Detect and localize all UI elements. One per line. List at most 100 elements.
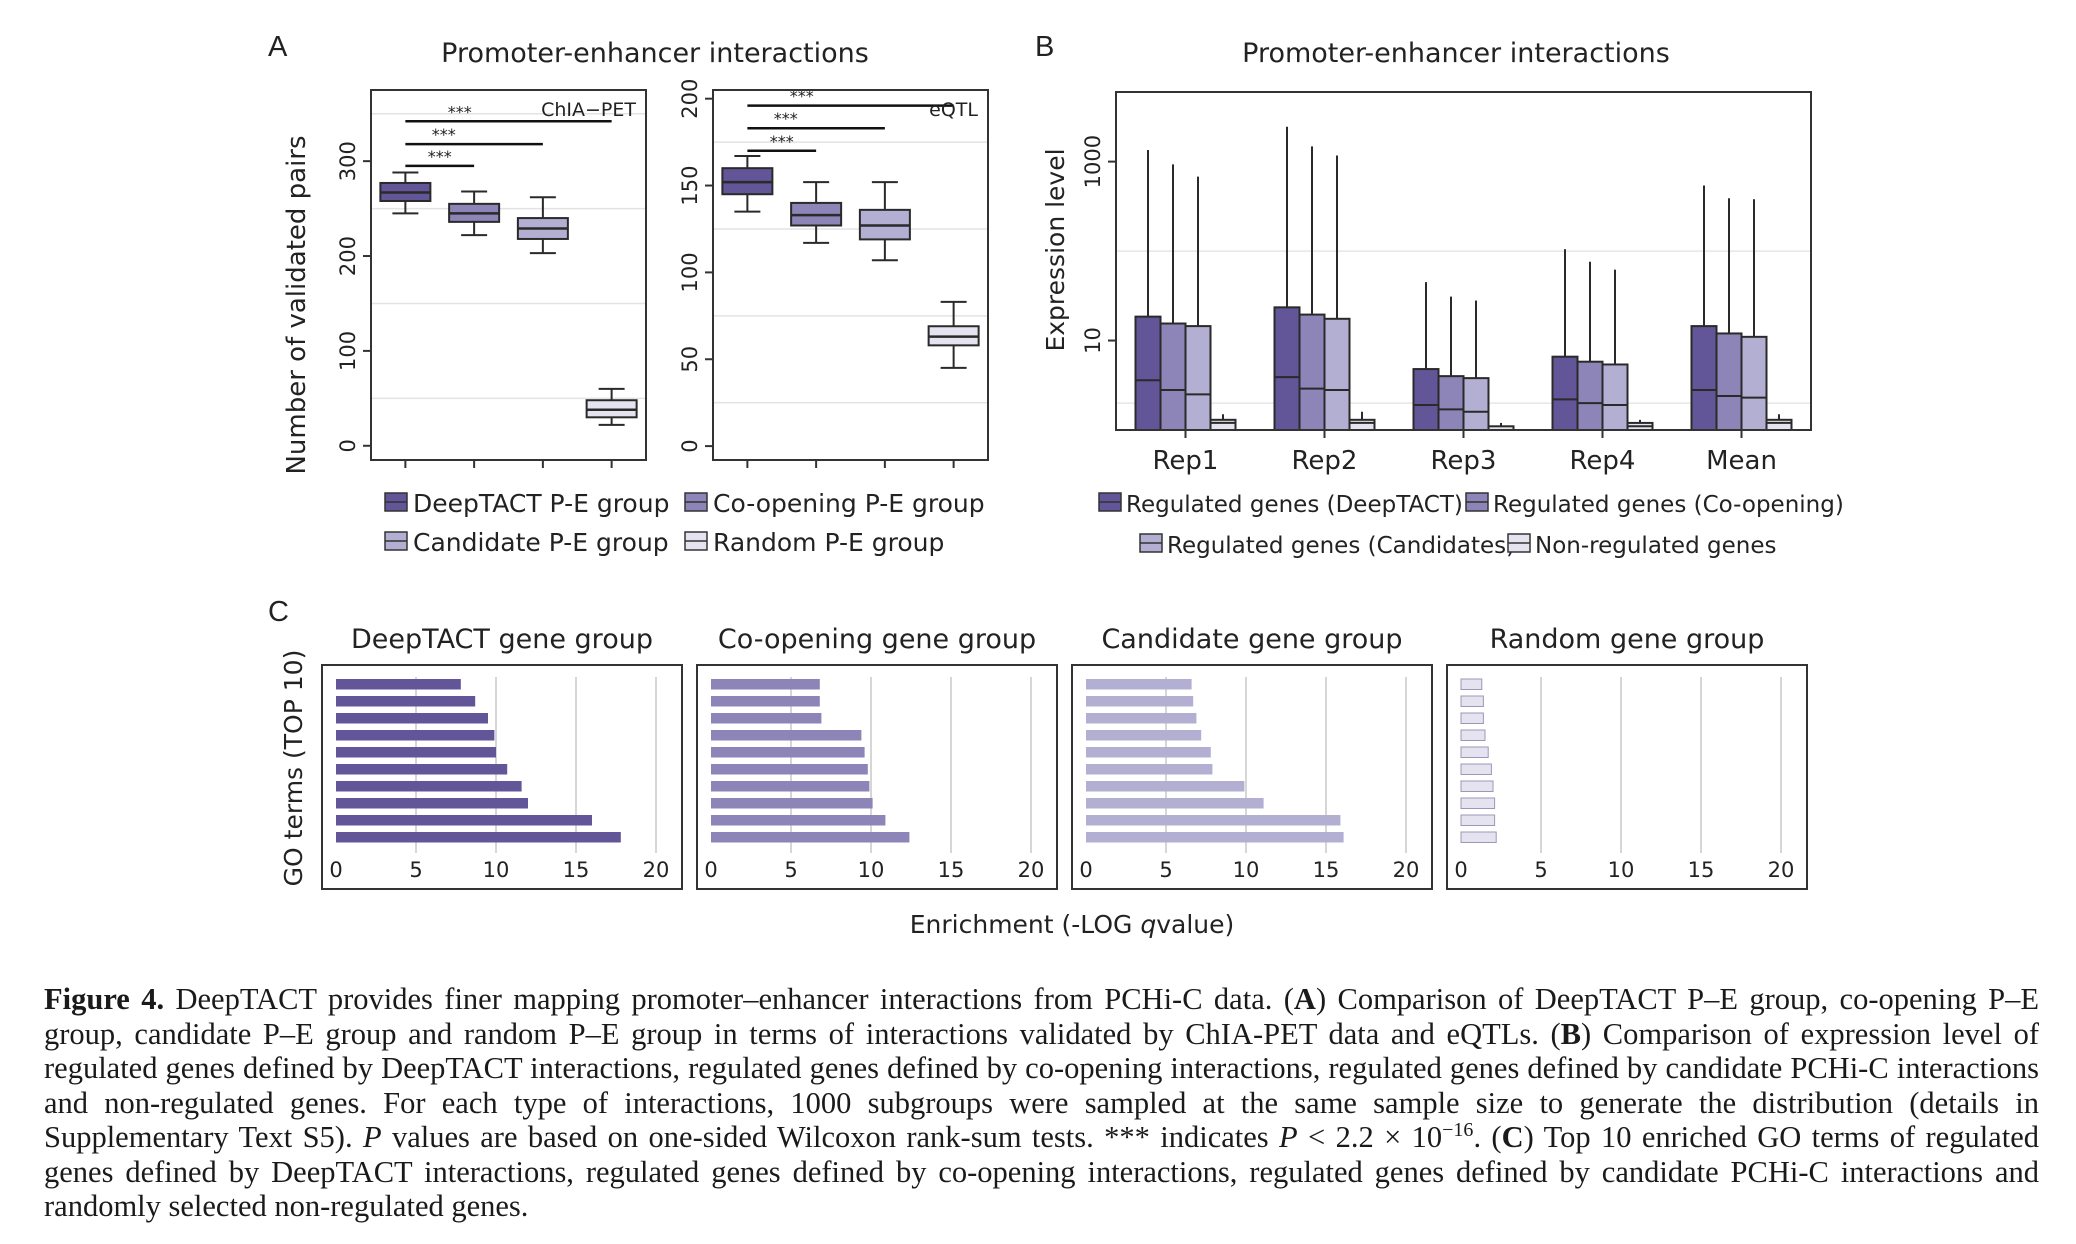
chiapet-significance-stars: *** [428, 147, 452, 166]
panel-c-x-tick-label: 5 [1534, 858, 1547, 882]
panel-b-box [1690, 185, 1718, 431]
chiapet-frame [370, 89, 647, 461]
panel-b-box-body [1576, 360, 1604, 431]
caption-italic-p: P [362, 1120, 382, 1154]
panel-b-box-body [1462, 377, 1490, 432]
panel-c-bar [336, 764, 508, 775]
panel-c-x-tick-label: 20 [1393, 858, 1420, 882]
legend-a-item: Random P-E group [684, 528, 944, 557]
legend-a-label: Candidate P-E group [413, 528, 669, 557]
panel-c-bar [1460, 814, 1496, 826]
panel-c-frame [1446, 664, 1808, 890]
legend-a-item: Co-opening P-E group [684, 489, 985, 518]
panel-c-bar [336, 713, 488, 724]
panel-label-b: B [1035, 31, 1054, 63]
legend-a-label: Co-opening P-E group [713, 489, 985, 518]
chiapet-dataset-tag: ChIA−PET [541, 99, 636, 121]
panel-c-bar [1460, 746, 1489, 758]
panel-b-x-tick-label: Mean [1706, 446, 1777, 476]
panel-b-box-body [1412, 368, 1440, 431]
caption-text: DeepTACT provides finer mapping promoter… [164, 982, 1294, 1016]
panel-c-bar [711, 815, 886, 826]
panel-c-xlabel: Enrichment (-LOG qvalue) [910, 910, 1235, 939]
panel-c-bar [336, 730, 495, 741]
chiapet-box-4 [585, 387, 638, 426]
panel-c-x-tick-label: 15 [1688, 858, 1715, 882]
figure-caption: Figure 4. DeepTACT provides finer mappin… [44, 982, 2039, 1224]
panel-b-box [1715, 198, 1743, 431]
panel-c-bar [1086, 764, 1213, 775]
panel-c-x-tick-label: 5 [784, 858, 797, 882]
panel-b-box-body [1323, 317, 1351, 432]
caption-text: . ( [1473, 1120, 1502, 1154]
panel-b-box-body [1601, 363, 1629, 432]
panel-c-bar [1460, 780, 1494, 792]
panel-c-bar [711, 679, 820, 690]
panel-c-bar [336, 747, 496, 758]
panel-b-box [1576, 261, 1604, 431]
panel-b-y-tick-label: 10 [1081, 327, 1105, 354]
panel-b-x-tick-label: Rep1 [1153, 446, 1219, 476]
caption-italic-p: P [1279, 1120, 1298, 1154]
panel-c-bar [711, 764, 868, 775]
legend-b-label: Non-regulated genes [1535, 533, 1776, 559]
chiapet-y-tick-label: 100 [336, 331, 360, 371]
eqtl-dataset-tag: eQTL [929, 99, 978, 121]
eqtl-significance-stars: *** [790, 87, 814, 106]
panel-c-title: DeepTACT gene group [351, 624, 653, 655]
panel-c-x-tick-label: 10 [858, 858, 885, 882]
panel-b-box [1551, 249, 1579, 431]
panel-c-bar [336, 679, 461, 690]
panel-c-bar [711, 832, 910, 843]
panel-b-box-body [1348, 418, 1376, 431]
panel-b-box [1134, 149, 1162, 431]
legend-b-item: Regulated genes (DeepTACT) [1098, 492, 1463, 518]
legend-a-item: DeepTACT P-E group [384, 489, 669, 518]
panel-b-box-body [1765, 418, 1793, 431]
chiapet-box-1 [379, 171, 432, 215]
panel-c-bar [1086, 798, 1264, 809]
panel-c-bar [1086, 696, 1194, 707]
panel-c-frame [1071, 664, 1433, 890]
legend-b-label: Regulated genes (DeepTACT) [1126, 492, 1463, 518]
panel-b-box [1298, 146, 1326, 431]
eqtl-significance-stars: *** [770, 132, 794, 151]
eqtl-box-2 [790, 181, 843, 244]
panel-c-bar [1086, 713, 1197, 724]
panel-b-box-body [1134, 315, 1162, 431]
panel-c-x-tick-label: 10 [1608, 858, 1635, 882]
panel-b-box-body [1298, 313, 1326, 431]
panel-c-title: Co-opening gene group [718, 624, 1036, 655]
caption-figure-label: Figure 4. [44, 982, 165, 1016]
panel-c-x-tick-label: 10 [483, 858, 510, 882]
panel-c-bar [336, 832, 621, 843]
panel-b-box [1626, 419, 1654, 432]
panel-c-bar [711, 747, 865, 758]
panel-c-bar [336, 696, 476, 707]
panel-c-bar [336, 815, 592, 826]
panel-b-frame [1115, 91, 1812, 431]
caption-text: ) Comparison of expression level of regu… [44, 1016, 2039, 1155]
panel-b-title: Promoter-enhancer interactions [1242, 38, 1670, 69]
panel-c-bar [1086, 815, 1341, 826]
eqtl-box-3 [858, 181, 911, 262]
panel-c-x-tick-label: 5 [409, 858, 422, 882]
eqtl-frame [712, 89, 989, 461]
panel-b-box-body [1159, 322, 1187, 432]
chiapet-y-tick-label: 0 [336, 439, 360, 452]
eqtl-box-1 [721, 155, 774, 213]
panel-b-box [1323, 155, 1351, 432]
panel-b-box [1437, 296, 1465, 432]
caption-text: values are based on one-sided Wilcoxon r… [381, 1120, 1280, 1154]
chiapet-y-tick-label: 200 [336, 236, 360, 276]
panel-c-bar [1460, 712, 1484, 724]
eqtl-box-4 [927, 300, 980, 369]
eqtl-significance-stars: *** [774, 109, 798, 128]
panel-c-bar [1460, 831, 1497, 843]
caption-ref-c: C [1501, 1120, 1524, 1154]
panel-b-x-tick-label: Rep3 [1431, 446, 1497, 476]
panel-b-box [1348, 411, 1376, 431]
panel-c-bar [1460, 763, 1492, 775]
panel-b-box [1601, 269, 1629, 432]
eqtl-y-tick-label: 200 [678, 79, 702, 119]
